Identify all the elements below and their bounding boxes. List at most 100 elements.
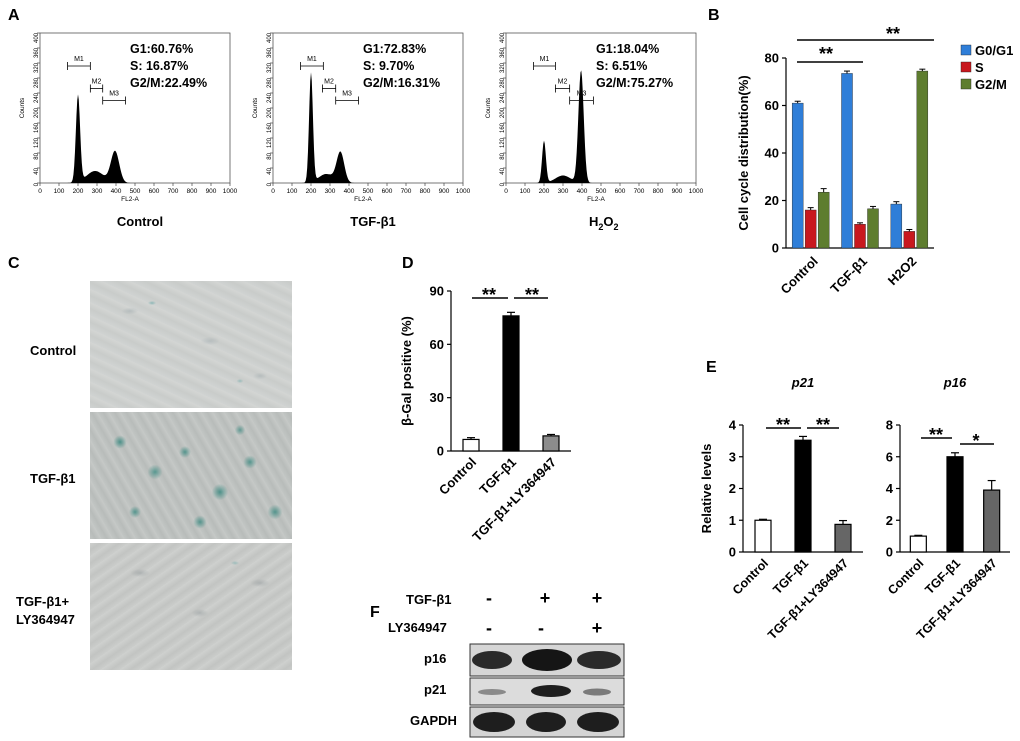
flow-x-tick-label: 1000	[689, 188, 704, 195]
y-tick-label: 30	[430, 390, 444, 405]
flow-stat-line: G2/M:16.31%	[363, 76, 440, 90]
flow-gate-label: M2	[558, 79, 568, 86]
flow-x-tick-label: 500	[363, 188, 374, 195]
flow-y-tick-label: 120	[267, 137, 273, 148]
flow-x-tick-label: 300	[325, 188, 336, 195]
micrograph-tgf-beta1	[90, 412, 292, 539]
legend-label: G2/M	[975, 77, 1007, 92]
category-label: Control	[730, 556, 771, 597]
y-tick-label: 4	[886, 481, 894, 496]
flow-y-tick-label: 360	[34, 47, 40, 58]
flow-panel-1: 0 40 80 120 160 200 240 280 320 360 400 0 100 200 300 4…	[19, 32, 238, 229]
category-label: TGF-β1	[827, 254, 870, 297]
y-tick-label: 6	[886, 449, 893, 464]
micrograph-label-combo-1: TGF-β1+	[16, 594, 69, 609]
y-tick-label: 2	[729, 481, 736, 496]
flow-stat-line: S: 9.70%	[363, 59, 414, 73]
flow-caption: H2O2	[589, 214, 619, 232]
flow-caption: TGF-β1	[350, 214, 396, 229]
caption-part: H	[589, 214, 598, 229]
wb-band	[577, 712, 619, 732]
bar-G0/G1	[791, 102, 804, 249]
wb-band	[472, 651, 512, 669]
y-tick-label: 3	[729, 449, 736, 464]
flow-stat-line: G1:18.04%	[596, 42, 659, 56]
legend-swatch-S	[960, 61, 972, 73]
flow-y-tick-label: 0	[267, 182, 273, 186]
flow-y-tick-label: 120	[34, 137, 40, 148]
flow-y-tick-label: 40	[34, 167, 40, 174]
flow-x-tick-label: 600	[382, 188, 393, 195]
significance-label: **	[525, 285, 539, 305]
flow-x-tick-label: 400	[344, 188, 355, 195]
wb-band	[526, 712, 566, 732]
flow-gate-label: M1	[74, 56, 84, 63]
flow-stat-line: S: 16.87%	[130, 59, 188, 73]
caption-sub: 2	[598, 222, 603, 232]
micrograph-label-control: Control	[30, 343, 76, 358]
y-tick-label: 0	[772, 241, 779, 256]
panel-letter-f: F	[370, 604, 380, 621]
wb-band	[531, 685, 571, 697]
flow-x-tick-label: 300	[558, 188, 569, 195]
category-label: TGF-β1	[770, 556, 811, 597]
flow-y-tick-label: 280	[34, 77, 40, 88]
flow-x-axis-label: FL2-A	[354, 196, 372, 203]
flow-y-tick-label: 200	[34, 107, 40, 118]
legend-label: S	[975, 60, 984, 75]
flow-x-tick-label: 200	[539, 188, 550, 195]
bar-0	[754, 519, 772, 553]
flow-x-tick-label: 100	[54, 188, 65, 195]
bar-0	[462, 438, 480, 452]
flow-x-tick-label: 400	[111, 188, 122, 195]
flow-histogram	[273, 72, 463, 183]
caption-part: O	[603, 214, 613, 229]
flow-gate-label: M1	[307, 56, 317, 63]
flow-y-tick-label: 280	[267, 77, 273, 88]
y-tick-label: 2	[886, 513, 893, 528]
flow-y-tick-label: 80	[34, 152, 40, 159]
flow-y-tick-label: 80	[267, 152, 273, 159]
chart-title: p16	[943, 375, 967, 390]
flow-x-tick-label: 100	[287, 188, 298, 195]
flow-y-tick-label: 360	[500, 47, 506, 58]
caption-sub: 2	[614, 222, 619, 232]
flow-gate-label: M2	[92, 79, 102, 86]
wb-mark-tgf-2: +	[540, 588, 551, 608]
flow-histogram	[40, 94, 230, 183]
flow-x-axis-label: FL2-A	[121, 196, 139, 203]
flow-y-tick-label: 160	[34, 122, 40, 133]
legend-swatch-G0/G1	[960, 44, 972, 56]
wb-band	[583, 688, 611, 696]
flow-y-tick-label: 360	[267, 47, 273, 58]
flow-x-tick-label: 300	[92, 188, 103, 195]
flow-stat-line: G2/M:22.49%	[130, 76, 207, 90]
y-tick-label: 60	[430, 337, 444, 352]
flow-stat-line: G2/M:75.27%	[596, 76, 673, 90]
flow-x-tick-label: 700	[401, 188, 412, 195]
wb-band-label-p21: p21	[424, 682, 446, 697]
y-axis-label: β-Gal positive (%)	[399, 316, 414, 426]
flow-x-tick-label: 500	[130, 188, 141, 195]
flow-x-tick-label: 1000	[456, 188, 471, 195]
wb-mark-tgf-3: +	[592, 588, 603, 608]
cell-cycle-bar-chart: 0 20 40 60 80 Cell cycle distribution(%) Contr…	[736, 24, 1013, 297]
significance-label: **	[482, 285, 496, 305]
wb-band-label-gapdh: GAPDH	[410, 713, 457, 728]
flow-y-tick-label: 40	[500, 167, 506, 174]
bar-G2/M	[817, 191, 830, 249]
bar-1	[794, 439, 812, 553]
flow-stat-line: G1:72.83%	[363, 42, 426, 56]
flow-x-tick-label: 600	[615, 188, 626, 195]
category-label: Control	[436, 455, 479, 498]
flow-gate-label: M1	[540, 56, 550, 63]
flow-stat-line: S: 6.51%	[596, 59, 647, 73]
flow-y-tick-label: 40	[267, 167, 273, 174]
flow-y-axis-label: Counts	[252, 97, 259, 118]
flow-y-tick-label: 160	[267, 122, 273, 133]
flow-x-tick-label: 400	[577, 188, 588, 195]
flow-x-tick-label: 0	[504, 188, 508, 195]
category-label: H2O2	[885, 254, 920, 289]
